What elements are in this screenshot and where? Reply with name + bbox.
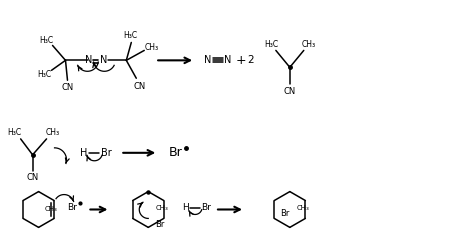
Text: H₃C: H₃C — [38, 70, 52, 79]
Text: N: N — [204, 55, 212, 65]
Text: CH₃: CH₃ — [45, 206, 58, 212]
Text: H₃C: H₃C — [264, 40, 278, 49]
Text: H: H — [182, 203, 189, 212]
Text: N: N — [100, 55, 107, 65]
Text: Br: Br — [201, 203, 211, 212]
Text: N: N — [85, 55, 92, 65]
Text: H₃C: H₃C — [123, 31, 137, 40]
Text: CN: CN — [61, 83, 74, 92]
Text: 2: 2 — [248, 55, 254, 65]
Text: +: + — [236, 54, 246, 67]
Text: Br: Br — [101, 148, 112, 158]
Text: CH₃: CH₃ — [144, 43, 158, 52]
Text: H₃C: H₃C — [39, 36, 54, 45]
Text: H: H — [80, 148, 87, 158]
Text: CH₃: CH₃ — [302, 40, 316, 49]
Text: N: N — [224, 55, 232, 65]
Text: CH₃: CH₃ — [155, 205, 168, 212]
Text: CH₃: CH₃ — [45, 129, 60, 137]
Text: Br: Br — [168, 146, 182, 159]
Text: CN: CN — [133, 82, 145, 91]
Text: CN: CN — [284, 87, 296, 96]
Text: CH₃: CH₃ — [297, 205, 310, 212]
Text: H₃C: H₃C — [8, 129, 22, 137]
Text: Br: Br — [155, 220, 164, 229]
Text: Br: Br — [67, 203, 77, 212]
Text: Br: Br — [280, 209, 289, 218]
Text: CN: CN — [27, 173, 39, 182]
